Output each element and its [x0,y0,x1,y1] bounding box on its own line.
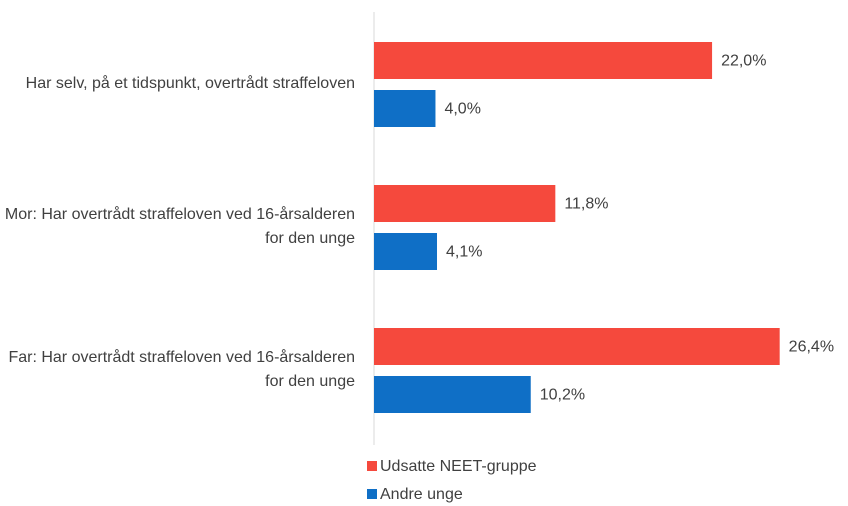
category-label: Har selv, på et tidspunkt, overtrådt str… [25,75,355,92]
category-label: Mor: Har overtrådt straffeloven ved 16-å… [4,206,355,247]
bar [374,233,438,270]
data-label: 11,8% [564,196,608,213]
bar [374,185,556,222]
bar [374,328,780,365]
category-label: Far: Har overtrådt straffeloven ved 16-å… [8,349,355,390]
bar [374,376,531,413]
data-label: 4,1% [446,244,482,261]
legend-label: Udsatte NEET-gruppe [380,458,537,475]
bar [374,42,713,79]
data-label: 22,0% [721,53,766,70]
bar [374,90,436,127]
legend-label: Andre unge [380,486,463,503]
data-label: 26,4% [789,339,834,356]
legend-swatch [367,489,377,499]
data-label: 4,0% [444,101,480,118]
legend-swatch [367,461,377,471]
data-label: 10,2% [540,387,585,404]
